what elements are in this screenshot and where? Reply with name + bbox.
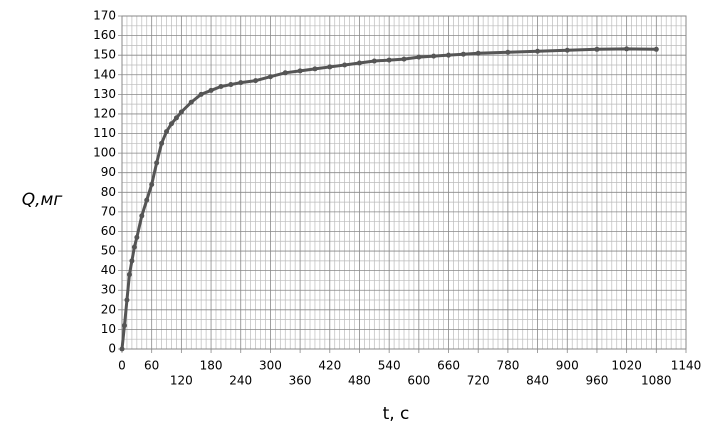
data-point [144,197,150,203]
x-tick-label: 300 [259,359,282,373]
data-point [124,297,130,303]
data-point [267,74,273,80]
y-tick-label: 100 [93,146,116,160]
x-tick-label: 840 [526,374,549,388]
x-tick-label: 600 [407,374,430,388]
plot-frame [121,15,687,350]
y-tick-label: 10 [101,322,116,336]
x-tick-label: 1140 [671,359,702,373]
x-tick-label: 720 [467,374,490,388]
y-axis-label: Q,мг [22,190,63,210]
data-point [238,80,244,86]
data-point [154,160,160,166]
y-tick-label: 70 [101,204,116,218]
x-tick-label: 1020 [611,359,642,373]
data-point [624,46,630,52]
y-tick-label: 150 [93,48,116,62]
data-point [164,129,170,135]
data-point [198,91,204,97]
data-point [173,115,179,121]
y-tick-label: 0 [108,342,116,356]
data-point [218,84,224,90]
data-point [188,99,194,105]
x-tick-label: 660 [437,359,460,373]
data-point [297,68,303,74]
data-point [312,66,318,72]
y-tick-label: 20 [101,302,116,316]
data-point [475,50,481,56]
data-point [129,258,135,264]
data-point [356,60,362,66]
x-tick-label: 780 [496,359,519,373]
data-point [178,109,184,115]
data-point [564,47,570,53]
y-tick-label: 60 [101,224,116,238]
x-tick-label: 180 [200,359,223,373]
data-point [168,121,174,127]
data-point [208,87,214,93]
data-point [121,322,127,328]
data-point [327,64,333,70]
y-tick-label: 30 [101,283,116,297]
data-point [159,140,165,146]
y-tick-label: 80 [101,185,116,199]
y-tick-label: 160 [93,28,116,42]
x-tick-label: 480 [348,374,371,388]
y-tick-label: 110 [93,126,116,140]
y-tick-label: 140 [93,67,116,81]
y-tick-label: 90 [101,165,116,179]
data-point [131,244,137,250]
data-point [134,234,140,240]
data-point [416,54,422,60]
data-point [535,48,541,54]
data-point [371,58,377,64]
data-point [653,46,659,52]
data-point [594,46,600,52]
data-point [228,82,234,88]
data-point [282,70,288,76]
data-point [126,272,132,278]
data-point [431,53,437,59]
x-tick-label: 1080 [641,374,672,388]
x-tick-label: 60 [144,359,159,373]
data-point [386,57,392,63]
x-axis-label: t, c [383,404,410,424]
x-tick-label: 120 [170,374,193,388]
data-point [505,49,511,55]
data-point [460,51,466,57]
x-tick-label: 420 [318,359,341,373]
data-point [446,52,452,58]
x-tick-label: 900 [556,359,579,373]
data-point [149,181,155,187]
y-tick-label: 130 [93,87,116,101]
x-tick-label: 540 [378,359,401,373]
data-point [342,62,348,68]
y-tick-label: 170 [93,9,116,23]
x-tick-label: 360 [289,374,312,388]
x-tick-label: 240 [229,374,252,388]
y-tick-label: 120 [93,106,116,120]
y-tick-label: 40 [101,263,116,277]
x-tick-label: 0 [118,359,126,373]
x-tick-label: 960 [585,374,608,388]
data-point [401,56,407,62]
data-point [139,213,145,219]
y-tick-label: 50 [101,244,116,258]
data-point [119,346,125,352]
data-point [253,78,259,84]
